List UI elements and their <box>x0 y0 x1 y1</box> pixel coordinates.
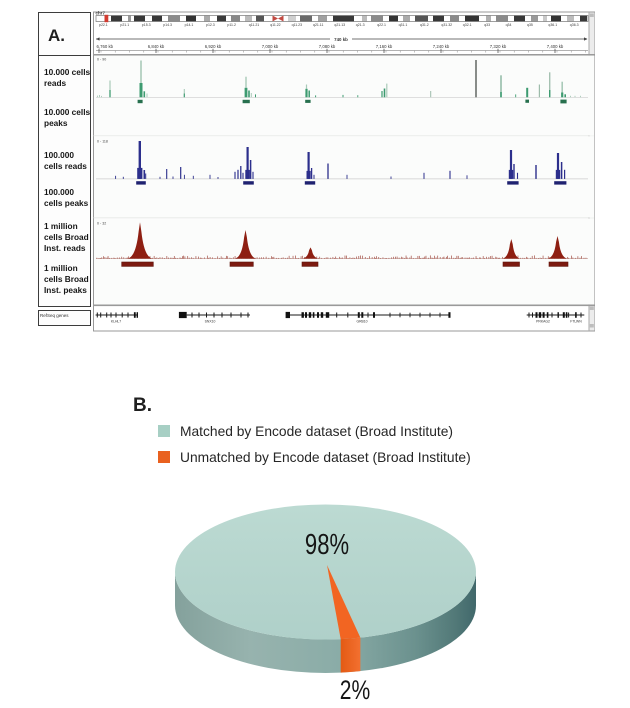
svg-text:0 - 90: 0 - 90 <box>97 58 106 62</box>
svg-text:740 kb: 740 kb <box>334 37 348 42</box>
svg-text:p12.3: p12.3 <box>206 23 215 27</box>
svg-text:q31.32: q31.32 <box>441 23 452 27</box>
svg-text:q21.13: q21.13 <box>334 23 345 27</box>
svg-text:SNX10: SNX10 <box>205 320 216 324</box>
svg-text:p14.3: p14.3 <box>163 23 172 27</box>
svg-text:0 - 32: 0 - 32 <box>97 222 106 226</box>
svg-text:6,760 kb: 6,760 kb <box>97 44 114 49</box>
svg-text:q11.22: q11.22 <box>270 23 280 27</box>
svg-text:q36.1: q36.1 <box>548 23 557 27</box>
svg-text:q11.23: q11.23 <box>292 23 302 27</box>
svg-text:PRKAG2: PRKAG2 <box>536 320 550 324</box>
svg-text:p22.1: p22.1 <box>99 23 108 27</box>
svg-text:7,320 kb: 7,320 kb <box>490 44 507 49</box>
svg-text:q31.2: q31.2 <box>420 23 429 27</box>
svg-text:7,000 kb: 7,000 kb <box>262 44 279 49</box>
svg-text:q32.1: q32.1 <box>463 23 472 27</box>
svg-text:q35: q35 <box>527 23 533 27</box>
svg-text:7,400 kb: 7,400 kb <box>547 44 564 49</box>
svg-text:7,240 kb: 7,240 kb <box>433 44 450 49</box>
svg-text:q21.3: q21.3 <box>356 23 365 27</box>
svg-text:6,840 kb: 6,840 kb <box>148 44 165 49</box>
svg-text:GRB10: GRB10 <box>356 320 367 324</box>
svg-text:q36.3: q36.3 <box>570 23 579 27</box>
svg-text:KLHL7: KLHL7 <box>111 320 121 324</box>
svg-text:q31.1: q31.1 <box>399 23 408 27</box>
svg-text:p15.3: p15.3 <box>142 23 151 27</box>
svg-text:q22.1: q22.1 <box>377 23 386 27</box>
svg-text:p21.1: p21.1 <box>120 23 129 27</box>
svg-text:q11.21: q11.21 <box>249 23 259 27</box>
svg-text:6,920 kb: 6,920 kb <box>205 44 222 49</box>
svg-text:7,080 kb: 7,080 kb <box>319 44 336 49</box>
svg-text:p11.2: p11.2 <box>227 23 236 27</box>
svg-text:q33: q33 <box>484 23 490 27</box>
svg-text:0 - 118: 0 - 118 <box>97 140 108 144</box>
svg-text:7,160 kb: 7,160 kb <box>376 44 393 49</box>
svg-text:p14.1: p14.1 <box>185 23 194 27</box>
svg-text:FTLWN: FTLWN <box>570 320 582 324</box>
svg-text:q34: q34 <box>506 23 512 27</box>
svg-text:q21.11: q21.11 <box>313 23 323 27</box>
svg-text:chr7: chr7 <box>96 11 106 16</box>
